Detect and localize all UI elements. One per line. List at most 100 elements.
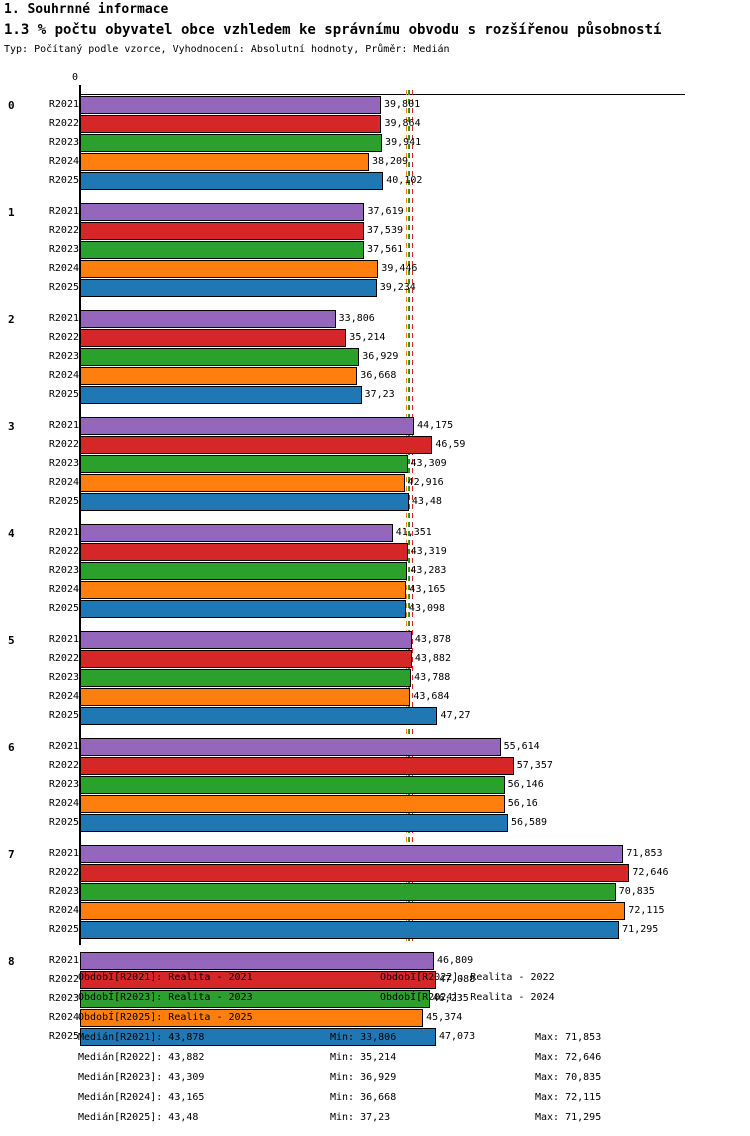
bar-r2025[interactable]	[80, 172, 384, 190]
bar-row[interactable]: R2021 55,614	[0, 738, 750, 756]
bar-row[interactable]: R2024 43,165	[0, 581, 750, 599]
bar-r2023[interactable]	[80, 241, 365, 259]
bar-row[interactable]: R2023 43,788	[0, 669, 750, 687]
bar-r2025[interactable]	[80, 1028, 436, 1046]
group-index-label: 3	[8, 420, 15, 433]
bar-row[interactable]: R2022 72,646	[0, 864, 750, 882]
bar-category-label: R2025	[48, 817, 79, 828]
bar-r2022[interactable]	[80, 757, 514, 775]
bar-row[interactable]: R2022 43,882	[0, 650, 750, 668]
bar-row[interactable]: R2023 37,561	[0, 241, 750, 259]
bar-row[interactable]: R2023 56,146	[0, 776, 750, 794]
bar-row[interactable]: R2024 72,115	[0, 902, 750, 920]
bar-row[interactable]: R2024 38,209	[0, 153, 750, 171]
bar-r2022[interactable]	[80, 864, 630, 882]
bar-row[interactable]: R2025 71,295	[0, 921, 750, 939]
bar-row[interactable]: R2025 43,098	[0, 600, 750, 618]
bar-row[interactable]: R2021 37,619	[0, 203, 750, 221]
bar-r2024[interactable]	[80, 795, 505, 813]
bar-r2024[interactable]	[80, 474, 405, 492]
bar-r2022[interactable]	[80, 115, 382, 133]
bar-row[interactable]: R2024 43,684	[0, 688, 750, 706]
bar-row[interactable]: R2022 35,214	[0, 329, 750, 347]
bar-r2024[interactable]	[80, 1009, 424, 1027]
bar-r2023[interactable]	[80, 990, 430, 1008]
bar-row[interactable]: R2024 45,374	[0, 1009, 750, 1027]
bar-r2024[interactable]	[80, 153, 369, 171]
bar-r2023[interactable]	[80, 776, 505, 794]
bar-row[interactable]: R2021 39,801	[0, 96, 750, 114]
bar-row[interactable]: R2022 46,59	[0, 436, 750, 454]
bar-row[interactable]: R2025 39,234	[0, 279, 750, 297]
bar-row[interactable]: R2021 71,853	[0, 845, 750, 863]
bar-r2022[interactable]	[80, 436, 433, 454]
bar-r2021[interactable]	[80, 738, 501, 756]
bar-r2022[interactable]	[80, 971, 437, 989]
bar-r2025[interactable]	[80, 707, 438, 725]
bar-row[interactable]: R2023 70,835	[0, 883, 750, 901]
bar-row[interactable]: R2025 47,27	[0, 707, 750, 725]
bar-value-label: 43,098	[408, 603, 446, 614]
bar-row[interactable]: R2021 41,351	[0, 524, 750, 542]
bar-row[interactable]: R2025 37,23	[0, 386, 750, 404]
bar-r2025[interactable]	[80, 386, 362, 404]
bar-r2021[interactable]	[80, 310, 336, 328]
bar-r2022[interactable]	[80, 543, 408, 561]
bar-row[interactable]: R2021 46,809	[0, 952, 750, 970]
bar-row[interactable]: R2025 43,48	[0, 493, 750, 511]
bar-r2025[interactable]	[80, 814, 508, 832]
bar-row[interactable]: R2023 46,235	[0, 990, 750, 1008]
bar-r2025[interactable]	[80, 921, 620, 939]
bar-r2022[interactable]	[80, 329, 347, 347]
bar-r2024[interactable]	[80, 688, 411, 706]
bar-r2024[interactable]	[80, 367, 358, 385]
bar-r2025[interactable]	[80, 600, 406, 618]
bar-row[interactable]: R2023 39,941	[0, 134, 750, 152]
bar-value-label: 43,788	[414, 672, 451, 683]
bar-row[interactable]: R2024 36,668	[0, 367, 750, 385]
bar-category-label: R2021	[48, 99, 79, 110]
bar-row[interactable]: R2021 44,175	[0, 417, 750, 435]
bar-row[interactable]: R2025 40,102	[0, 172, 750, 190]
bar-row[interactable]: R2025 47,073	[0, 1028, 750, 1046]
bar-r2024[interactable]	[80, 902, 626, 920]
bar-row[interactable]: R2022 43,319	[0, 543, 750, 561]
bar-r2023[interactable]	[80, 669, 412, 687]
bar-r2021[interactable]	[80, 417, 415, 435]
bar-r2022[interactable]	[80, 650, 412, 668]
bar-r2023[interactable]	[80, 348, 360, 366]
bar-r2021[interactable]	[80, 203, 365, 221]
bar-r2025[interactable]	[80, 279, 377, 297]
bar-row[interactable]: R2025 56,589	[0, 814, 750, 832]
bar-r2021[interactable]	[80, 845, 624, 863]
bar-r2023[interactable]	[80, 562, 408, 580]
bar-r2021[interactable]	[80, 631, 412, 649]
bar-row[interactable]: R2024 39,446	[0, 260, 750, 278]
bar-r2022[interactable]	[80, 222, 364, 240]
bar-row[interactable]: R2023 43,283	[0, 562, 750, 580]
bar-row[interactable]: R2022 37,539	[0, 222, 750, 240]
bar-row[interactable]: R2022 39,864	[0, 115, 750, 133]
bar-r2024[interactable]	[80, 260, 379, 278]
bar-r2025[interactable]	[80, 493, 409, 511]
bar-r2024[interactable]	[80, 581, 407, 599]
bar-value-label: 37,619	[367, 206, 404, 217]
legend-min-value: Min: 35,214	[330, 1052, 397, 1063]
bar-row[interactable]: R2022 57,357	[0, 757, 750, 775]
bar-r2021[interactable]	[80, 524, 393, 542]
bar-r2023[interactable]	[80, 883, 616, 901]
bar-row[interactable]: R2024 56,16	[0, 795, 750, 813]
bar-row[interactable]: R2023 43,309	[0, 455, 750, 473]
bar-row[interactable]: R2024 42,916	[0, 474, 750, 492]
bar-row[interactable]: R2023 36,929	[0, 348, 750, 366]
bar-r2023[interactable]	[80, 134, 383, 152]
bar-value-label: 43,878	[414, 634, 451, 645]
bar-r2023[interactable]	[80, 455, 408, 473]
bar-category-label: R2024	[48, 584, 79, 595]
bar-value-label: 47,088	[439, 974, 476, 985]
bar-row[interactable]: R2022 47,088	[0, 971, 750, 989]
bar-r2021[interactable]	[80, 96, 381, 114]
bar-row[interactable]: R2021 43,878	[0, 631, 750, 649]
bar-r2021[interactable]	[80, 952, 434, 970]
bar-row[interactable]: R2021 33,806	[0, 310, 750, 328]
